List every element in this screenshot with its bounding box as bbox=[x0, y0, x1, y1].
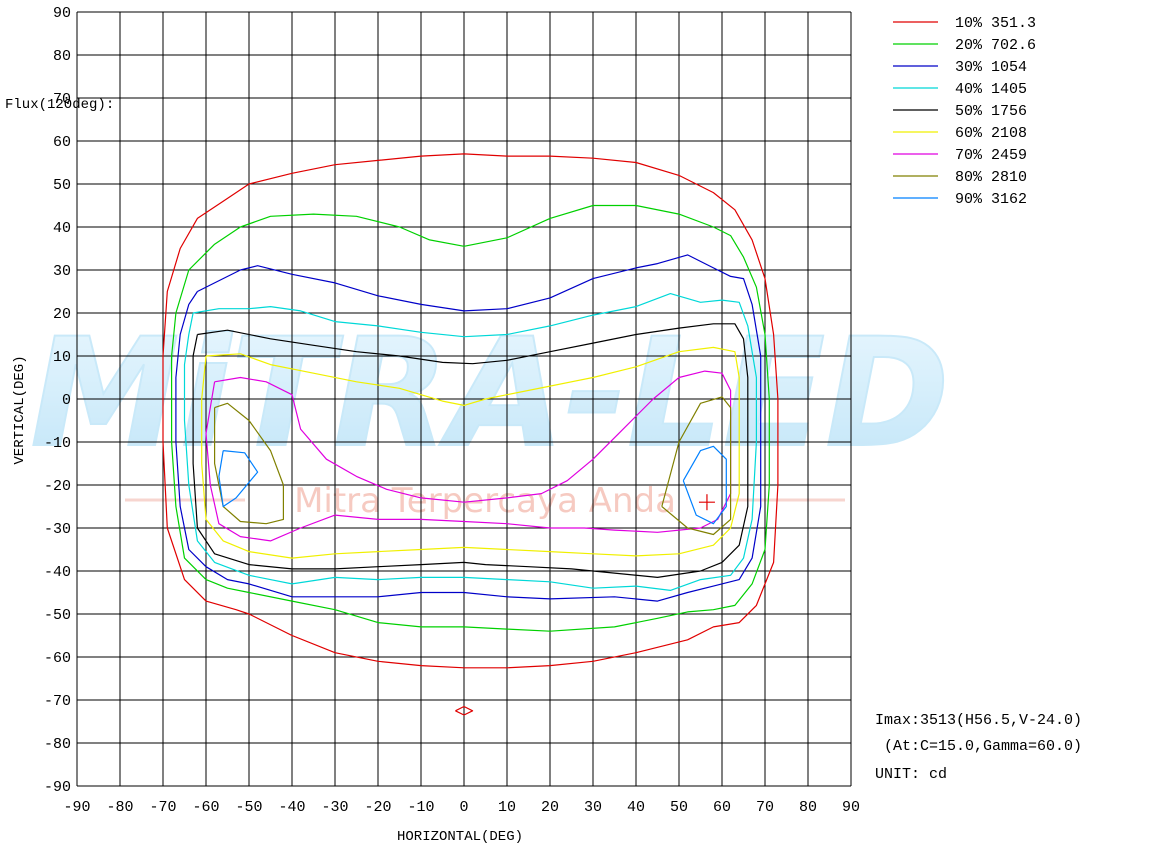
watermark-main-text: MiTRA-LED bbox=[30, 307, 949, 481]
contour-line-4 bbox=[183, 293, 758, 592]
x-tick-label: 90 bbox=[842, 799, 860, 816]
contour-line-9 bbox=[661, 396, 732, 536]
flux-annotation: Flux(120deg): bbox=[5, 97, 114, 113]
y-tick-label: -60 bbox=[44, 650, 71, 667]
contour-line-10 bbox=[218, 450, 259, 508]
x-tick-label: -40 bbox=[278, 799, 305, 816]
legend-label: 30% 1054 bbox=[955, 59, 1027, 76]
y-tick-label: 10 bbox=[53, 349, 71, 366]
watermark-tagline: Mitra Terpercaya Anda bbox=[294, 481, 676, 521]
contour-line-3 bbox=[175, 254, 762, 602]
y-tick-label: 50 bbox=[53, 177, 71, 194]
y-tick-label: 90 bbox=[53, 5, 71, 22]
contour-lines bbox=[162, 153, 779, 716]
y-tick-label: 60 bbox=[53, 134, 71, 151]
legend-label: 20% 702.6 bbox=[955, 37, 1036, 54]
y-tick-label: 0 bbox=[62, 392, 71, 409]
y-axis-label: VERTICAL(DEG) bbox=[12, 355, 28, 464]
y-tick-label: 40 bbox=[53, 220, 71, 237]
legend-label: 40% 1405 bbox=[955, 81, 1027, 98]
y-tick-label: -30 bbox=[44, 521, 71, 538]
contour-line-5 bbox=[192, 323, 749, 579]
legend: 10% 351.3 20% 702.6 30% 1054 40% 1405 50% 17… bbox=[893, 15, 1036, 208]
y-tick-label: 80 bbox=[53, 48, 71, 65]
imax-readout: Imax:3513(H56.5,V-24.0) bbox=[875, 712, 1083, 729]
contour-line-6 bbox=[201, 346, 740, 559]
watermark-logo: MiTRA-LED Mitra Terpercaya Anda bbox=[29, 306, 950, 521]
x-tick-label: -50 bbox=[235, 799, 262, 816]
x-tick-label: -20 bbox=[364, 799, 391, 816]
x-tick-label: 20 bbox=[541, 799, 559, 816]
y-tick-label: -90 bbox=[44, 779, 71, 796]
x-tick-label: 70 bbox=[756, 799, 774, 816]
y-tick-label: -50 bbox=[44, 607, 71, 624]
legend-label: 90% 3162 bbox=[955, 191, 1027, 208]
x-tick-label: -80 bbox=[106, 799, 133, 816]
y-tick-label: 70 bbox=[53, 91, 71, 108]
contour-line-2 bbox=[171, 204, 770, 632]
contour-line-1 bbox=[162, 153, 779, 669]
y-tick-label: 20 bbox=[53, 306, 71, 323]
legend-label: 50% 1756 bbox=[955, 103, 1027, 120]
x-tick-label: -70 bbox=[149, 799, 176, 816]
x-tick-label: 80 bbox=[799, 799, 817, 816]
max-intensity-marker bbox=[698, 494, 715, 511]
x-tick-label: 60 bbox=[713, 799, 731, 816]
y-tick-label: -20 bbox=[44, 478, 71, 495]
y-tick-labels: 90 80 70 60 50 40 30 20 10 0 -10 -20 -30 -40 -50 -60 -70… bbox=[44, 5, 71, 796]
x-tick-labels: -90 -80 -70 -60 -50 -40 -30 -20 -10 0 10 20 30 40 50 60… bbox=[63, 799, 860, 816]
x-tick-label: 10 bbox=[498, 799, 516, 816]
x-tick-label: -90 bbox=[63, 799, 90, 816]
x-tick-label: 50 bbox=[670, 799, 688, 816]
y-tick-label: -40 bbox=[44, 564, 71, 581]
y-tick-label: -80 bbox=[44, 736, 71, 753]
x-tick-label: -60 bbox=[192, 799, 219, 816]
y-tick-label: -10 bbox=[44, 435, 71, 452]
legend-label: 10% 351.3 bbox=[955, 15, 1036, 32]
y-tick-label: 30 bbox=[53, 263, 71, 280]
x-axis-label: HORIZONTAL(DEG) bbox=[397, 829, 523, 845]
x-tick-label: 30 bbox=[584, 799, 602, 816]
x-tick-label: -10 bbox=[407, 799, 434, 816]
contour-line-12 bbox=[455, 705, 474, 716]
contour-line-11 bbox=[682, 445, 727, 525]
legend-label: 70% 2459 bbox=[955, 147, 1027, 164]
y-tick-label: -70 bbox=[44, 693, 71, 710]
unit-readout: UNIT: cd bbox=[875, 766, 948, 783]
x-tick-label: -30 bbox=[321, 799, 348, 816]
x-tick-label: 0 bbox=[459, 799, 468, 816]
legend-label: 60% 2108 bbox=[955, 125, 1027, 142]
legend-label: 80% 2810 bbox=[955, 169, 1027, 186]
contour-line-8 bbox=[214, 402, 284, 525]
measurement-angle-readout: (At:C=15.0,Gamma=60.0) bbox=[875, 738, 1083, 755]
x-tick-label: 40 bbox=[627, 799, 645, 816]
